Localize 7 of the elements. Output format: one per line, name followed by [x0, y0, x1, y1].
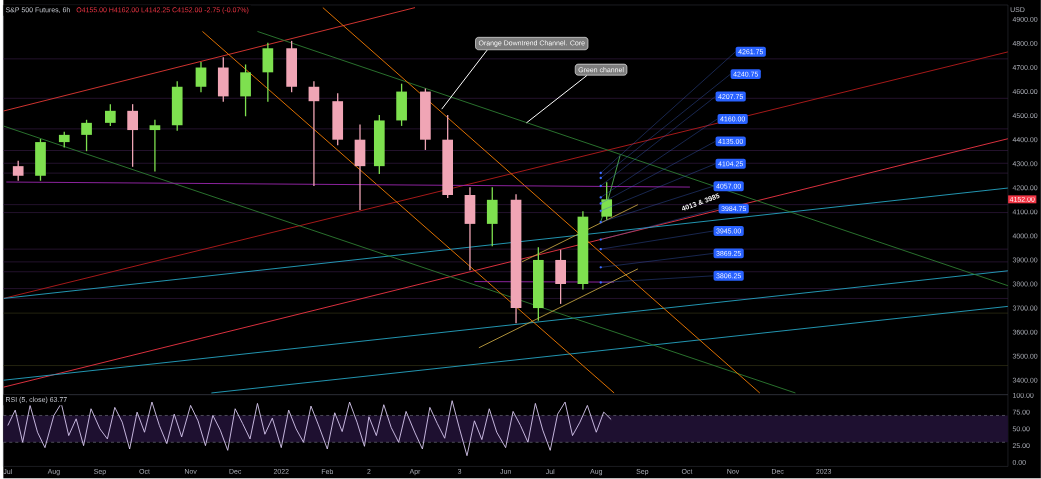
- candlestick: [104, 104, 116, 127]
- candlestick: [127, 104, 138, 167]
- candlestick: [195, 62, 207, 93]
- candlestick: [81, 119, 92, 152]
- candlestick: [12, 160, 24, 181]
- candlestick: [149, 119, 161, 172]
- candlestick: [308, 81, 320, 187]
